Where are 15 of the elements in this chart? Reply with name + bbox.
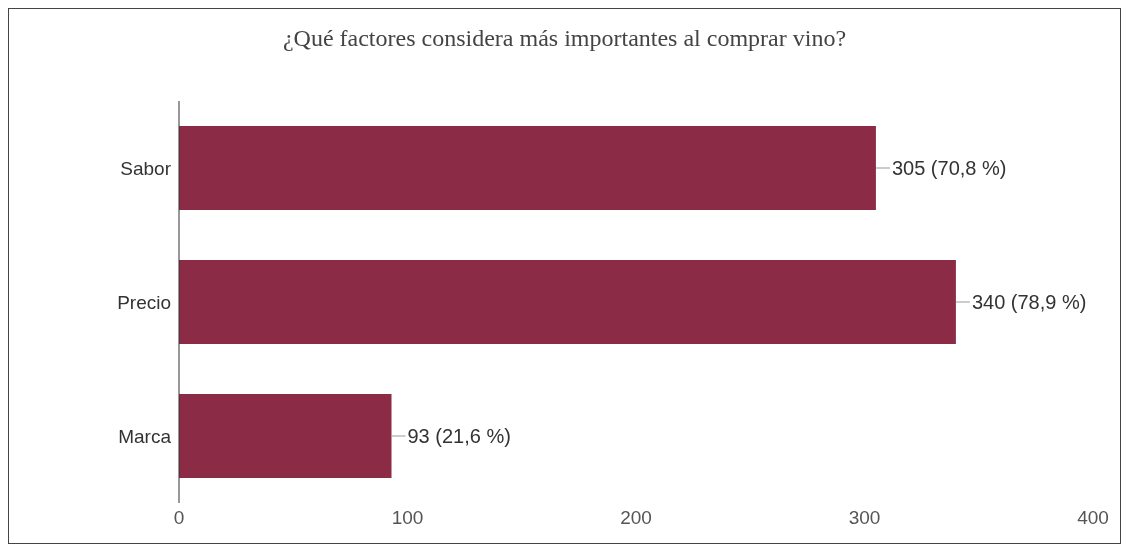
data-label: 305 (70,8 %)	[891, 157, 1007, 179]
y-tick-label: Sabor	[120, 157, 172, 179]
x-tick-label: 0	[173, 507, 185, 529]
data-label: 340 (78,9 %)	[971, 291, 1087, 313]
bar	[179, 260, 956, 344]
y-tick-label: Precio	[117, 291, 171, 313]
x-tick-label: 200	[620, 507, 652, 529]
x-tick-label: 400	[1077, 507, 1109, 529]
y-tick-label: Marca	[118, 425, 172, 447]
bar	[179, 126, 876, 210]
data-label: 93 (21,6 %)	[407, 425, 511, 447]
x-tick-label: 100	[391, 507, 424, 529]
chart-title: ¿Qué factores considera más importantes al comprar vino?	[281, 25, 848, 52]
x-tick-label: 300	[848, 507, 881, 529]
bar	[179, 394, 392, 478]
